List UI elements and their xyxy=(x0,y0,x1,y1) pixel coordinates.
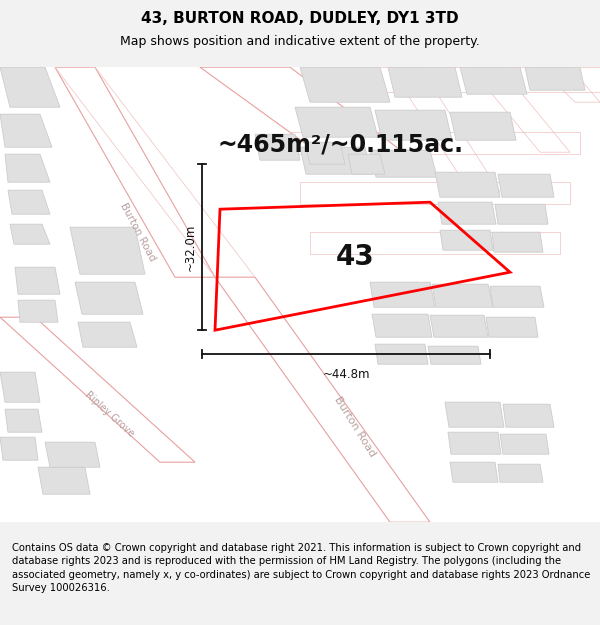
Polygon shape xyxy=(45,442,100,467)
Polygon shape xyxy=(15,268,60,294)
Text: Contains OS data © Crown copyright and database right 2021. This information is : Contains OS data © Crown copyright and d… xyxy=(12,543,590,592)
Text: Ripley Grove: Ripley Grove xyxy=(83,389,137,439)
Polygon shape xyxy=(490,286,544,307)
Polygon shape xyxy=(525,67,585,90)
Polygon shape xyxy=(0,372,40,402)
Polygon shape xyxy=(70,227,145,274)
Polygon shape xyxy=(10,224,50,244)
Polygon shape xyxy=(428,346,481,364)
Polygon shape xyxy=(460,67,527,94)
Text: ~44.8m: ~44.8m xyxy=(322,368,370,381)
Polygon shape xyxy=(0,437,38,460)
Polygon shape xyxy=(300,67,390,102)
Polygon shape xyxy=(38,467,90,494)
Polygon shape xyxy=(5,154,50,182)
Polygon shape xyxy=(0,67,60,108)
Polygon shape xyxy=(503,404,554,427)
Polygon shape xyxy=(435,172,500,198)
Polygon shape xyxy=(370,150,437,178)
Text: Map shows position and indicative extent of the property.: Map shows position and indicative extent… xyxy=(120,35,480,48)
Text: 43: 43 xyxy=(335,243,374,271)
Polygon shape xyxy=(375,110,452,140)
Polygon shape xyxy=(448,432,501,454)
Polygon shape xyxy=(375,344,428,364)
Polygon shape xyxy=(348,154,385,174)
Polygon shape xyxy=(432,284,493,307)
Polygon shape xyxy=(498,174,554,198)
Polygon shape xyxy=(0,114,52,147)
Polygon shape xyxy=(372,314,432,338)
Polygon shape xyxy=(500,434,549,454)
Polygon shape xyxy=(305,142,345,164)
Polygon shape xyxy=(300,147,372,174)
Polygon shape xyxy=(440,230,493,250)
Polygon shape xyxy=(450,112,516,140)
Polygon shape xyxy=(498,464,543,482)
Text: 43, BURTON ROAD, DUDLEY, DY1 3TD: 43, BURTON ROAD, DUDLEY, DY1 3TD xyxy=(141,11,459,26)
Polygon shape xyxy=(486,317,538,338)
Polygon shape xyxy=(430,315,488,338)
Polygon shape xyxy=(370,282,435,307)
Polygon shape xyxy=(295,107,378,137)
Polygon shape xyxy=(445,402,504,427)
Polygon shape xyxy=(450,462,498,482)
Polygon shape xyxy=(492,232,543,252)
Polygon shape xyxy=(495,204,548,224)
Text: Burton Road: Burton Road xyxy=(118,201,158,263)
Polygon shape xyxy=(388,67,462,97)
Polygon shape xyxy=(8,190,50,214)
Text: ~32.0m: ~32.0m xyxy=(184,224,197,271)
Text: Burton Road: Burton Road xyxy=(332,395,377,459)
Polygon shape xyxy=(78,322,137,348)
Polygon shape xyxy=(5,409,42,432)
Text: ~465m²/~0.115ac.: ~465m²/~0.115ac. xyxy=(217,132,463,156)
Polygon shape xyxy=(18,300,58,322)
Polygon shape xyxy=(75,282,143,314)
Polygon shape xyxy=(438,202,496,224)
Polygon shape xyxy=(255,134,300,160)
